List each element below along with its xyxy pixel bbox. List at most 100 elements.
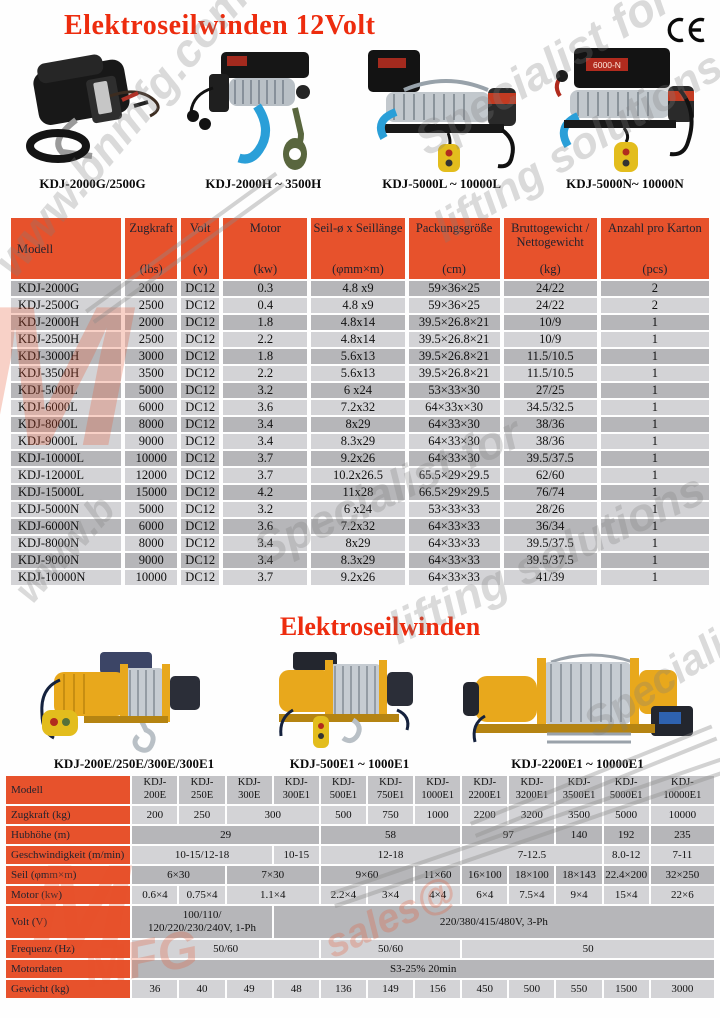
table-row: KDJ-12000L 12000 DC12 3.7 10.2x26.5 65.5×29×2… [11, 468, 709, 483]
column-header: Seil-ø x Seillänge (φmm×m) [311, 218, 405, 279]
spec-cell: 6×4 [462, 886, 508, 904]
spec-cell: 49 [226, 980, 272, 998]
column-header: Modell [11, 218, 122, 279]
spec-cell: DC12 [181, 536, 220, 551]
spec-cell: 8.3x29 [311, 434, 405, 449]
spec-cell: 6 x24 [311, 383, 405, 398]
spec-cell: 18×143 [556, 866, 602, 884]
table-row: Frequenz (Hz) 50/60 50/60 50 [6, 940, 714, 958]
table-row: KDJ-6000N 6000 DC12 3.6 7.2x32 64×33×33 36/34 1 [11, 519, 709, 534]
spec-cell: 1 [600, 434, 709, 449]
spec-cell: 6 x24 [311, 502, 405, 517]
table-row: Volt (V) 100/110/ 120/220/230/240V, 1-Ph 2… [6, 906, 714, 938]
spec-cell: 6×30 [132, 866, 225, 884]
spec-cell: 3000 [125, 349, 178, 364]
spec-cell: 2000 [125, 315, 178, 330]
model-cell: KDJ-5000N [11, 502, 122, 517]
spec-cell: 27/25 [503, 383, 597, 398]
spec-cell: 10000 [650, 806, 714, 824]
spec-cell: 62/60 [503, 468, 597, 483]
spec-cell: 156 [415, 980, 461, 998]
svg-text:6000-N: 6000-N [593, 60, 621, 70]
table-row: Motordaten S3-25% 20min [6, 960, 714, 978]
table-row: Hubhöhe (m) 29 58 97 140 192 235 [6, 826, 714, 844]
spec-cell: 4.2 [223, 485, 308, 500]
spec-cell: DC12 [181, 553, 220, 568]
spec-cell: 136 [320, 980, 366, 998]
product-photo-kdj-2000g-icon [26, 54, 160, 163]
spec-cell: 1.8 [223, 349, 308, 364]
spec-cell: 39.5×26.8×21 [408, 332, 500, 347]
column-name: Zugkraft [129, 221, 174, 235]
spec-cell: 76/74 [503, 485, 597, 500]
spec-cell: 59×36×25 [408, 281, 500, 296]
spec-cell: 192 [603, 826, 649, 844]
column-unit: (kg) [539, 262, 561, 276]
spec-cell: S3-25% 20min [132, 960, 714, 978]
spec-cell: 3.4 [223, 434, 308, 449]
spec-cell: 5000 [125, 383, 178, 398]
spec-cell: 34.5/32.5 [503, 400, 597, 415]
model-cell: KDJ-6000N [11, 519, 122, 534]
spec-cell: 5000 [603, 806, 649, 824]
spec-cell: 9000 [125, 434, 178, 449]
row-label: Gewicht (kg) [6, 980, 131, 998]
spec-cell: 3000 [650, 980, 714, 998]
table-row: KDJ-6000L 6000 DC12 3.6 7.2x32 64×33x×30 34.5/… [11, 400, 709, 415]
spec-cell: 8000 [125, 536, 178, 551]
spec-cell: DC12 [181, 349, 220, 364]
spec-cell: 16×100 [462, 866, 508, 884]
spec-cell: 2500 [125, 332, 178, 347]
model-column-header: KDJ- 10000E1 [650, 776, 714, 804]
spec-cell: 2000 [125, 281, 178, 296]
column-unit: (lbs) [139, 262, 163, 276]
table-row: Seil (φmm×m) 6×30 7×30 9×60 11×60 16×100 18×10… [6, 866, 714, 884]
table-row: KDJ-3000H 3000 DC12 1.8 5.6x13 39.5×26.8×21 11… [11, 349, 709, 364]
ce-mark-icon [664, 16, 706, 44]
table-row: KDJ-2500G 2500 DC12 0.4 4.8 x9 59×36×25 24/22 2 [11, 298, 709, 313]
spec-cell: 11.5/10.5 [503, 366, 597, 381]
spec-cell: 39.5×26.8×21 [408, 366, 500, 381]
row-label: Volt (V) [6, 906, 131, 938]
spec-cell: 550 [556, 980, 602, 998]
spec-cell: 1 [600, 570, 709, 585]
spec-cell: 2 [600, 298, 709, 313]
spec-cell: DC12 [181, 281, 220, 296]
table-row: KDJ-10000N 10000 DC12 3.7 9.2x26 64×33×33 41/3… [11, 570, 709, 585]
spec-cell: 5000 [125, 502, 178, 517]
spec-cell: 9.2x26 [311, 451, 405, 466]
product-kdj-5000n: 6000-N KDJ-5000N~ 10000N [540, 46, 710, 192]
spec-cell: 2.2 [223, 366, 308, 381]
model-column-header: KDJ- 500E1 [320, 776, 366, 804]
spec-cell: 18×100 [509, 866, 555, 884]
column-header-text: Bruttogewicht / Nettogewicht (kg) [504, 218, 597, 279]
spec-cell: 64×33×30 [408, 451, 500, 466]
spec-cell: 8x29 [311, 417, 405, 432]
spec-cell: 3200 [509, 806, 555, 824]
spec-cell: 450 [462, 980, 508, 998]
spec-cell: 15×4 [603, 886, 649, 904]
spec-cell: 10000 [125, 451, 178, 466]
spec-cell: 64×33×33 [408, 519, 500, 534]
spec-cell: 36/34 [503, 519, 597, 534]
spec-cell: 50/60 [320, 940, 461, 958]
page-title-12v: Elektroseilwinden 12Volt [64, 10, 376, 41]
column-header-text: Anzahl pro Karton (pcs) [601, 218, 709, 279]
spec-cell: 500 [320, 806, 366, 824]
spec-cell: 3×4 [367, 886, 414, 904]
model-column-header: KDJ- 1000E1 [415, 776, 461, 804]
spec-cell: 29 [132, 826, 319, 844]
spec-cell: 3.7 [223, 468, 308, 483]
row-label: Hubhöhe (m) [6, 826, 131, 844]
table-row: Gewicht (kg) 36 40 49 48 136 149 156 450 500 550 15… [6, 980, 714, 998]
page-title-e: Elektroseilwinden [279, 612, 481, 641]
product-caption: KDJ-500E1 ~ 1000E1 [289, 756, 410, 771]
spec-cell: 3500 [556, 806, 602, 824]
spec-cell: 7.2x32 [311, 400, 405, 415]
column-unit: (cm) [442, 262, 466, 276]
product-photo-kdj-2200e1-icon [463, 653, 693, 744]
spec-cell: 140 [556, 826, 602, 844]
spec-cell: 1500 [603, 980, 649, 998]
spec-cell: 1 [600, 553, 709, 568]
spec-cell: 1 [600, 519, 709, 534]
